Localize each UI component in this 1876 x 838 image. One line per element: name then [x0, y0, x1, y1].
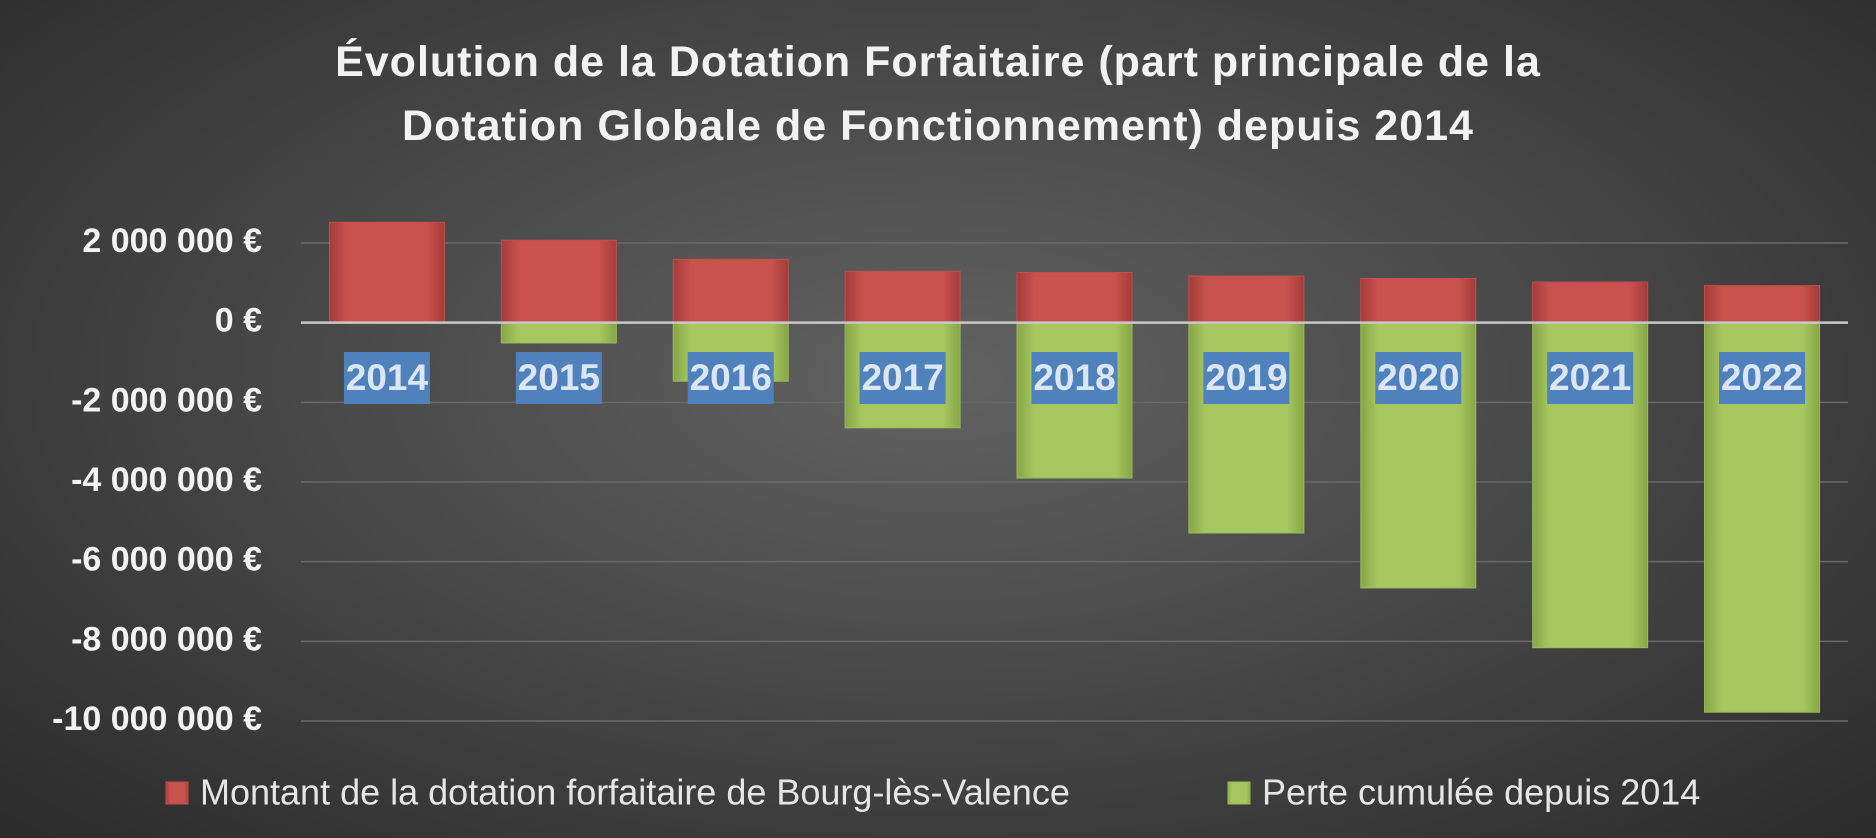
x-tick-label: 2014: [346, 357, 429, 398]
y-tick-label: -6 000 000 €: [71, 541, 262, 579]
bar: [500, 322, 617, 344]
category-label-box: [343, 352, 430, 404]
category-label-box: [1719, 352, 1806, 404]
bar: [844, 270, 961, 324]
x-tick-label: 2021: [1549, 357, 1631, 398]
y-tick-label: -2 000 000 €: [71, 381, 262, 419]
category-label-box: [1031, 352, 1118, 404]
bar: [672, 258, 789, 324]
bar: [328, 221, 445, 324]
x-tick-label: 2020: [1377, 357, 1459, 398]
bar: [1532, 281, 1649, 324]
category-label-box: [1375, 352, 1462, 404]
bar: [1016, 271, 1133, 324]
legend-marker: [165, 781, 189, 805]
x-tick-label: 2019: [1205, 357, 1287, 398]
category-label-box: [859, 352, 946, 404]
y-tick-label: 2 000 000 €: [82, 222, 262, 260]
legend-label: Montant de la dotation forfaitaire de Bo…: [200, 772, 1070, 813]
x-tick-label: 2022: [1721, 357, 1803, 398]
legend-marker: [1227, 781, 1251, 805]
category-label-box: [515, 352, 602, 404]
chart-title: Évolution de la Dotation Forfaitaire (pa…: [335, 38, 1541, 150]
bar: [1704, 285, 1821, 324]
bar: [500, 239, 617, 324]
y-tick-label: 0 €: [215, 302, 262, 340]
category-label-box: [687, 352, 774, 404]
y-tick-label: -4 000 000 €: [71, 461, 262, 499]
category-label-box: [1203, 352, 1290, 404]
x-tick-label: 2016: [690, 357, 772, 398]
y-tick-label: -10 000 000 €: [52, 700, 262, 738]
y-tick-label: -8 000 000 €: [71, 620, 262, 658]
x-tick-label: 2017: [861, 357, 943, 398]
x-tick-label: 2018: [1033, 357, 1115, 398]
bar: [1360, 277, 1477, 324]
x-tick-label: 2015: [518, 357, 600, 398]
bar: [1188, 275, 1305, 324]
legend-label: Perte cumulée depuis 2014: [1262, 772, 1700, 813]
category-label-box: [1547, 352, 1634, 404]
